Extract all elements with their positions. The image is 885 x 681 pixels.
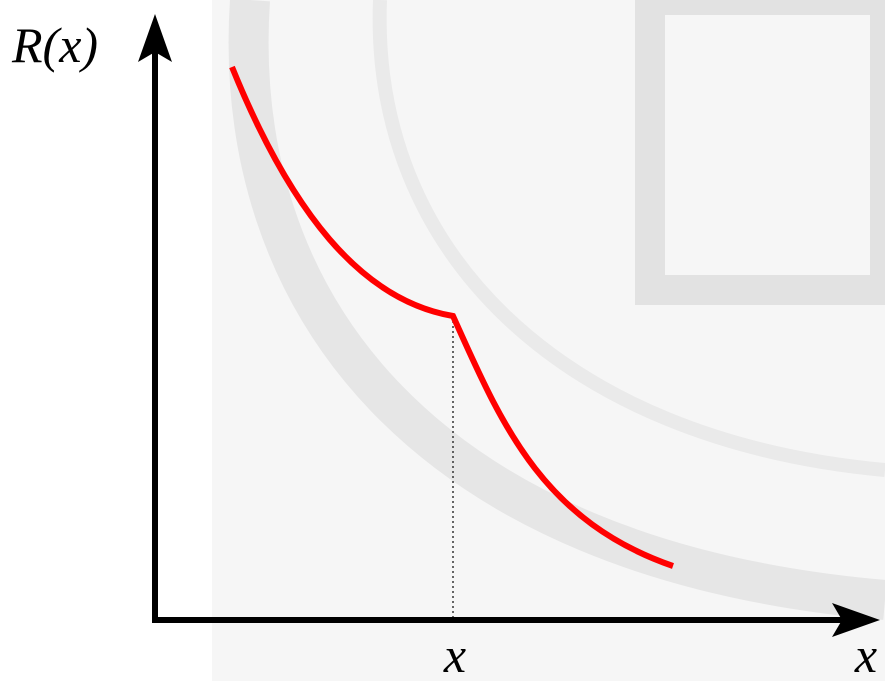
x-axis-label: x xyxy=(854,627,877,681)
y-axis-label: R(x) xyxy=(11,17,98,73)
diagram: R(x) x x xyxy=(0,0,885,681)
point-label: x xyxy=(443,627,466,681)
